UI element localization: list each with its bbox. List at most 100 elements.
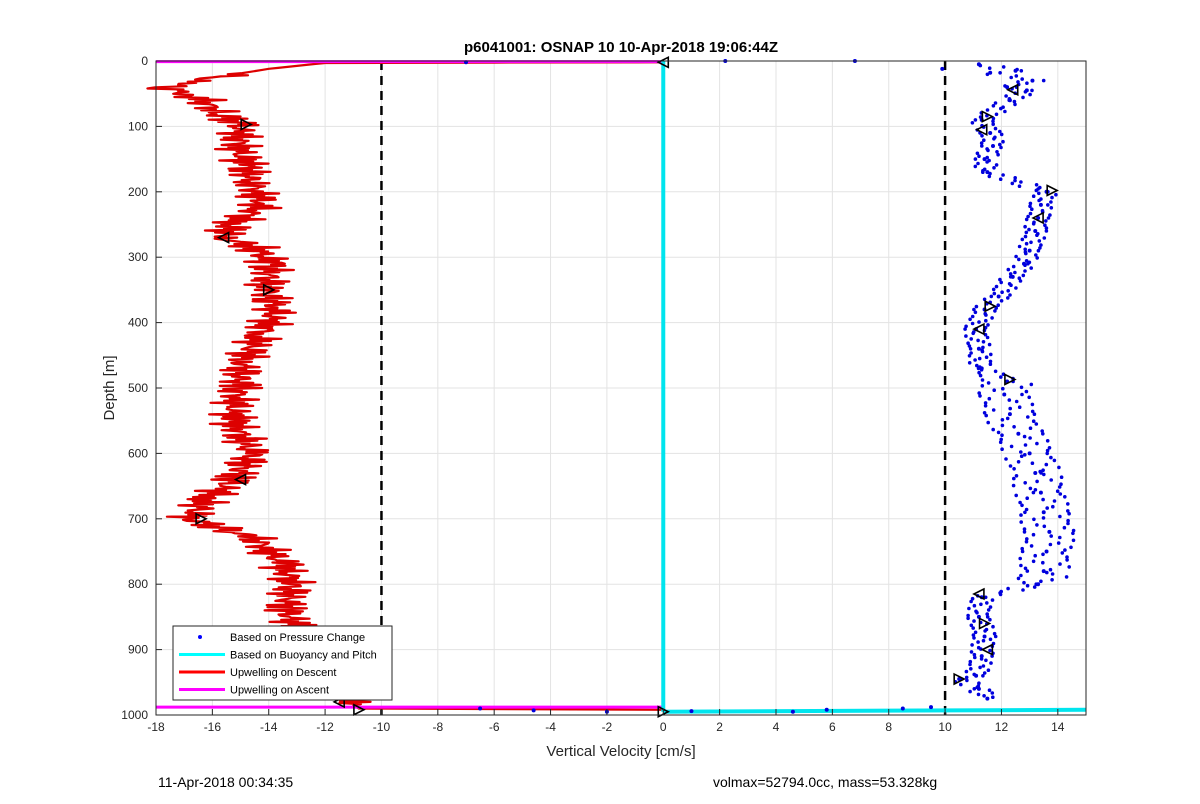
pressure-change-point [1023, 269, 1027, 273]
pressure-change-point [1039, 243, 1043, 247]
pressure-change-point [1008, 275, 1013, 279]
pressure-change-point [1029, 240, 1033, 245]
pressure-change-point [967, 606, 971, 611]
pressure-change-point [1034, 188, 1039, 193]
pressure-change-point [992, 137, 996, 141]
pressure-change-point [987, 396, 992, 401]
pressure-change-point [1037, 198, 1041, 203]
pressure-change-point [1020, 237, 1025, 242]
pressure-change-point [975, 685, 979, 690]
pressure-change-point [1033, 488, 1038, 492]
pressure-change-point [1041, 468, 1045, 473]
pressure-change-point [1003, 84, 1007, 88]
pressure-change-point [993, 369, 998, 374]
x-tick-label: -16 [204, 720, 222, 734]
pressure-change-point [1025, 81, 1029, 85]
pressure-change-point [976, 692, 981, 697]
pressure-change-point [1049, 455, 1053, 460]
pressure-change-point [1041, 552, 1045, 557]
pressure-change-point [1022, 530, 1027, 534]
y-axis-label: Depth [m] [101, 355, 118, 420]
pressure-change-point [986, 148, 990, 153]
pressure-change-point [1004, 94, 1008, 98]
pressure-change-point [1067, 565, 1071, 569]
pressure-change-point [1002, 392, 1007, 397]
triangle-marker [195, 512, 208, 526]
pressure-change-point [1019, 180, 1023, 184]
x-tick-label: 10 [938, 720, 952, 734]
triangle-marker [972, 587, 985, 601]
pressure-change-point [967, 361, 972, 365]
pressure-change-point [981, 664, 986, 668]
pressure-change-point [1016, 431, 1021, 436]
pressure-change-point [999, 106, 1003, 111]
pressure-change-point [1021, 273, 1026, 278]
pressure-change-point [1038, 202, 1043, 207]
pressure-change-point [989, 352, 993, 357]
pressure-change-point [1056, 541, 1061, 545]
pressure-change-point [969, 667, 973, 671]
pressure-change-point [991, 408, 996, 412]
pressure-change-point [985, 108, 990, 112]
pressure-change-point [1009, 75, 1013, 80]
pressure-change-point [985, 155, 989, 160]
pressure-change-point [1025, 569, 1030, 573]
pressure-change-point [979, 654, 984, 659]
legend: Based on Pressure Change Based on Buoyanc… [172, 625, 393, 701]
pressure-change-point [970, 321, 975, 326]
pressure-change-point [1014, 474, 1019, 478]
x-tick-label: -4 [545, 720, 556, 734]
pressure-change-point [1025, 537, 1029, 541]
pressure-change-point [998, 71, 1002, 75]
pressure-change-point [989, 661, 993, 665]
series-buoyancy-pitch [663, 707, 1087, 714]
pressure-change-point [1030, 409, 1035, 414]
pressure-change-point [998, 440, 1003, 445]
pressure-change-point [1066, 509, 1070, 513]
pressure-change-point [993, 309, 997, 313]
pressure-change-point [972, 652, 977, 657]
pressure-change-point [1045, 451, 1049, 456]
pressure-change-point [976, 640, 980, 644]
pressure-change-point [984, 313, 988, 317]
pressure-change-point [980, 378, 985, 382]
pressure-change-point [976, 366, 981, 371]
pressure-change-point [1027, 395, 1031, 400]
pressure-change-point [1017, 257, 1021, 262]
x-tick-label: -8 [432, 720, 443, 734]
pressure-change-point [1023, 90, 1028, 94]
pressure-change-point [991, 624, 995, 629]
pressure-change-point [1017, 184, 1022, 188]
triangle-marker [240, 118, 253, 131]
pressure-change-point [1021, 95, 1025, 100]
pressure-change-point [992, 388, 996, 393]
pressure-change-point [965, 678, 969, 683]
pressure-change-point [1023, 247, 1027, 252]
legend-box [172, 625, 393, 701]
pressure-change-point [1071, 531, 1075, 536]
pressure-change-point [1001, 173, 1005, 177]
pressure-change-point [1049, 200, 1053, 204]
pressure-change-point [1028, 486, 1033, 491]
pressure-change-point [999, 437, 1003, 442]
pressure-change-point [982, 694, 986, 698]
pressure-change-point [1030, 207, 1034, 211]
pressure-change-point [1019, 573, 1023, 578]
pressure-change-point [1000, 447, 1004, 452]
pressure-change-point [1052, 499, 1057, 503]
pressure-change-point [984, 413, 988, 418]
pressure-change-point [1041, 510, 1046, 515]
pressure-change-point [985, 160, 989, 164]
pressure-change-point [1001, 139, 1005, 144]
pressure-change-point [972, 307, 976, 312]
pressure-change-point [1059, 482, 1063, 487]
pressure-change-point [1012, 425, 1016, 429]
pressure-change-point [1041, 516, 1046, 520]
pressure-change-point [1044, 226, 1049, 230]
pressure-change-point [998, 142, 1002, 147]
pressure-change-point [1031, 532, 1036, 537]
pressure-change-point [1049, 206, 1054, 210]
pressure-change-point [991, 144, 995, 149]
pressure-change-point [984, 318, 988, 323]
pressure-change-point [1022, 527, 1027, 531]
